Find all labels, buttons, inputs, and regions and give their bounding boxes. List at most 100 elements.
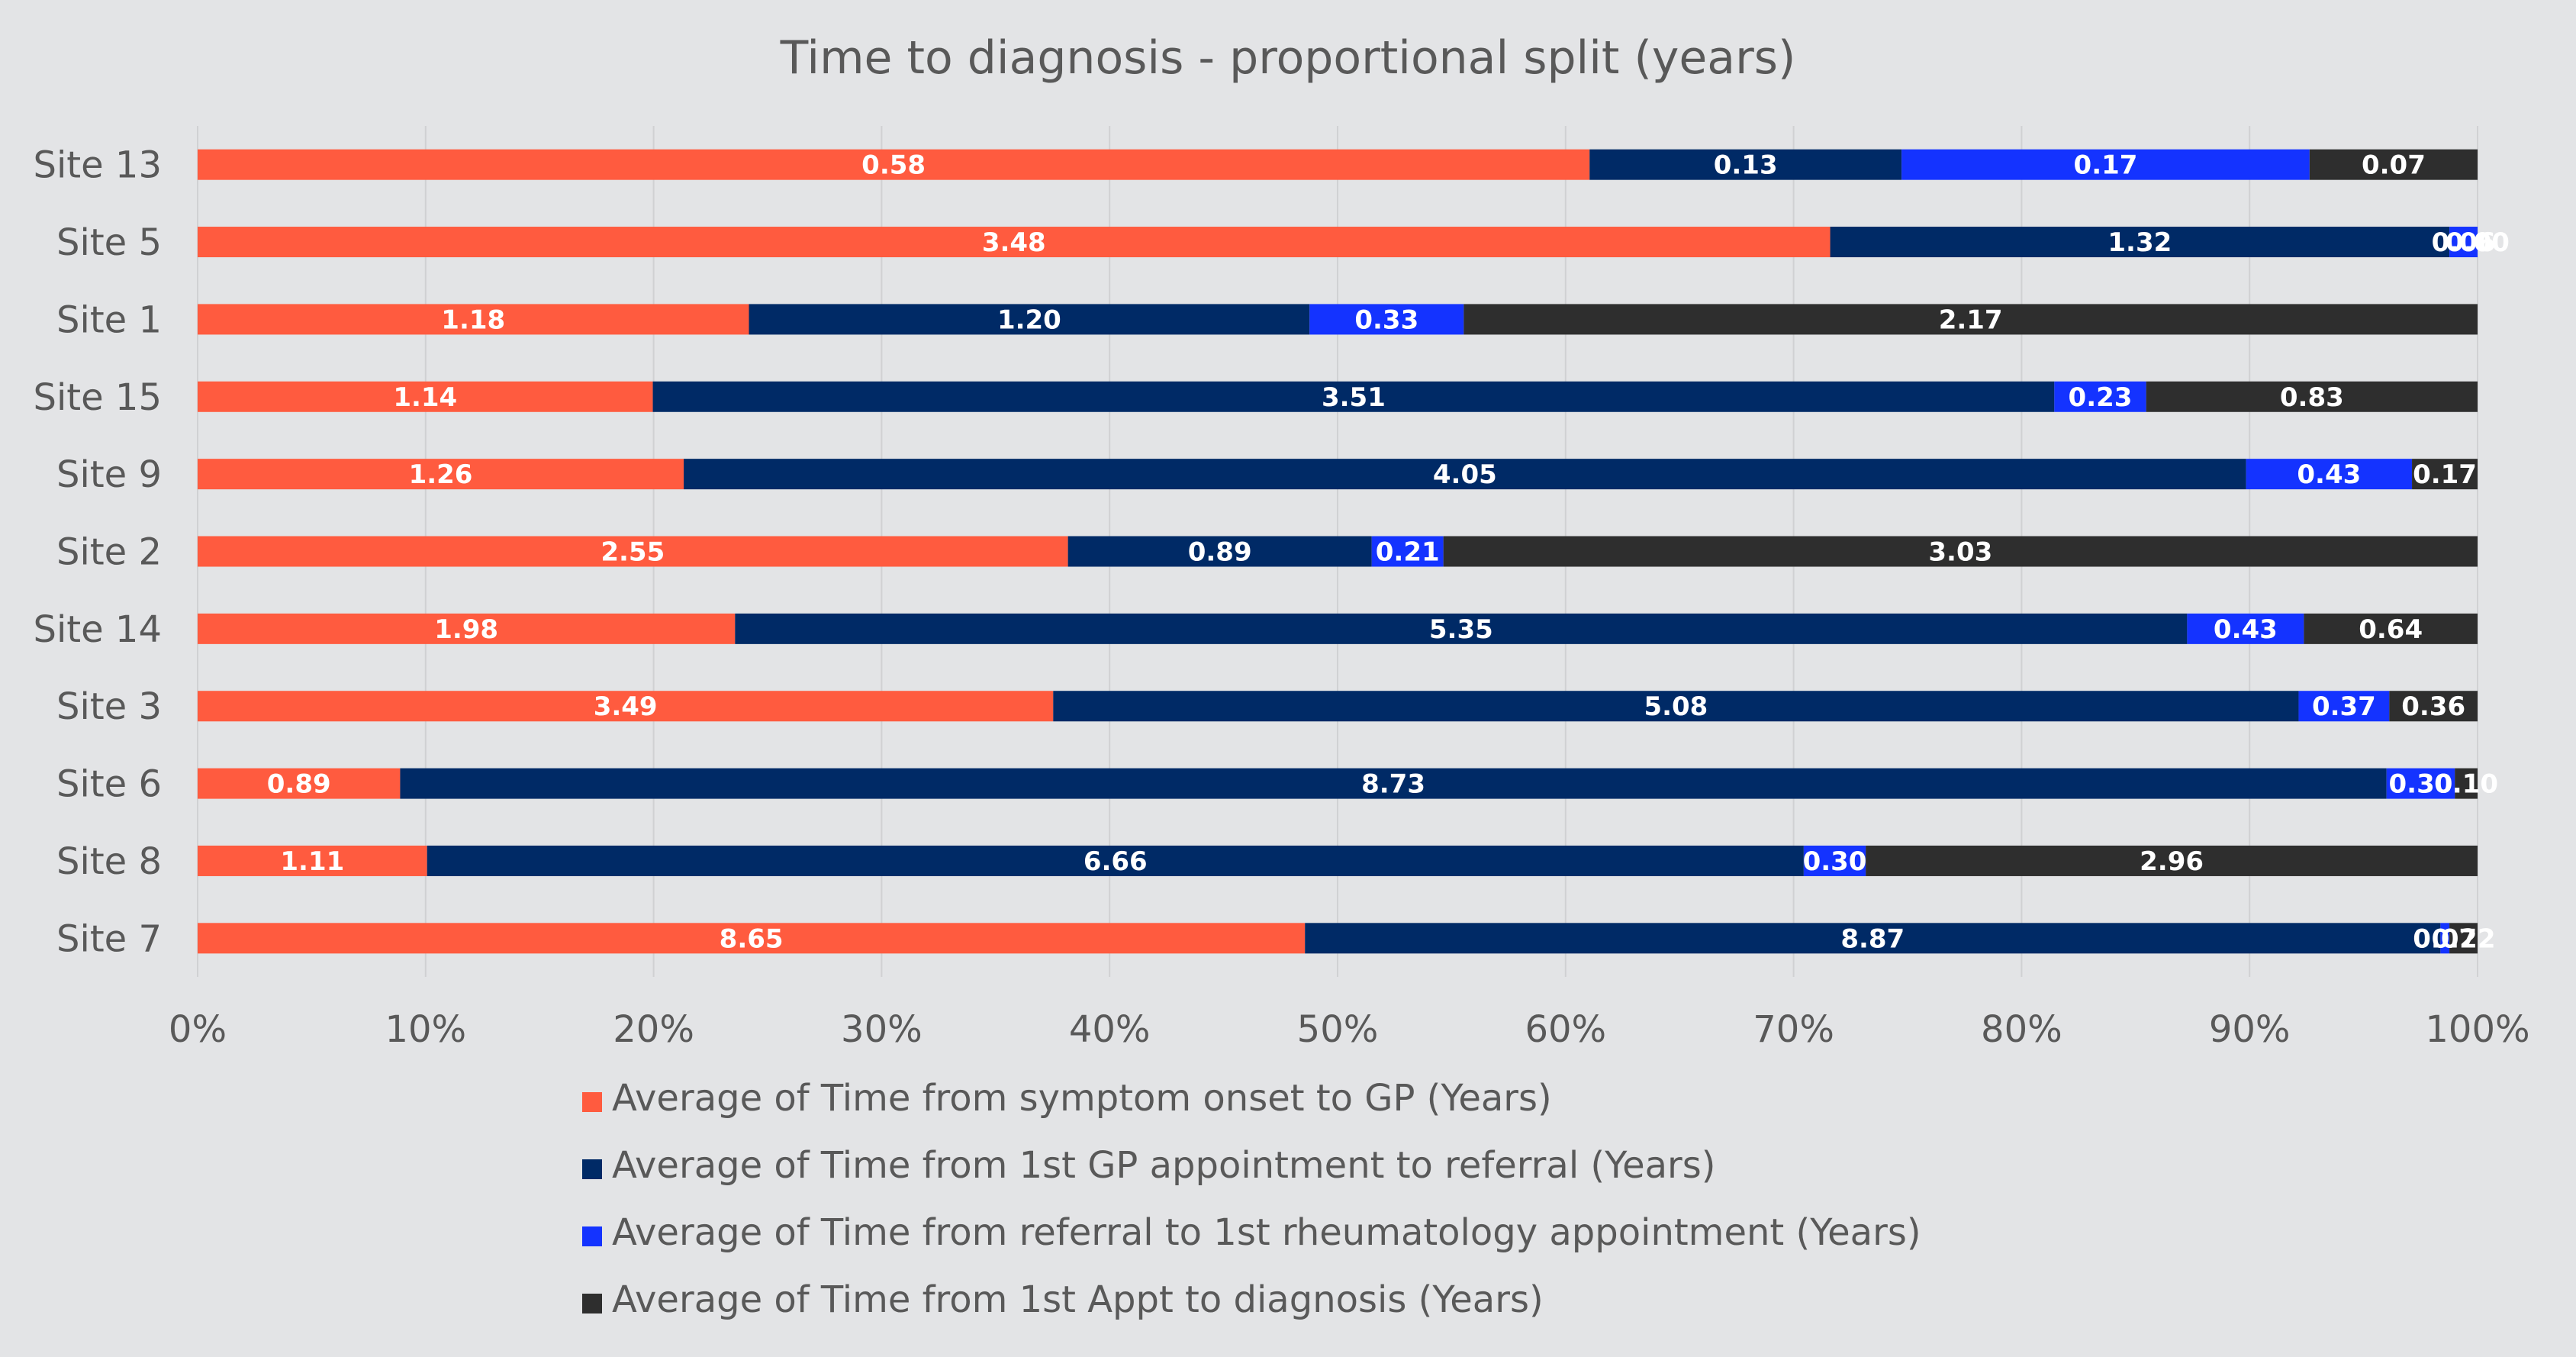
bar-segment [198, 923, 1306, 954]
bar-segment [1866, 845, 2478, 876]
bar-segment [2246, 459, 2413, 490]
legend-entry: Average of Time from 1st GP appointment … [612, 1144, 1716, 1187]
bar-segment [198, 691, 1054, 722]
value-axis: 0% 10% 20% 30% 40% 50% 60% 70% 80% 90% 100% [169, 1008, 2530, 1051]
bar-segment [2412, 459, 2478, 490]
bar-segment [427, 845, 1804, 876]
bar-segment [198, 149, 1590, 180]
data-label: 1.26 [409, 459, 473, 490]
data-label: 0.10 [2434, 769, 2498, 800]
x-tick-label: 10% [385, 1008, 466, 1051]
data-label: 0.17 [2413, 459, 2477, 490]
data-label: 0.37 [2312, 691, 2376, 722]
bar-segment [2449, 923, 2478, 954]
bar-segment [2455, 768, 2478, 799]
data-label: 0.43 [2297, 459, 2361, 490]
category-label: Site 14 [34, 608, 163, 651]
data-label: 0.43 [2214, 614, 2278, 645]
bar-segment [1830, 227, 2450, 258]
legend-swatch [582, 1294, 602, 1313]
x-tick-label: 60% [1525, 1008, 1606, 1051]
bar-segment [2309, 149, 2478, 180]
bars [198, 149, 2478, 954]
legend-entry: Average of Time from symptom onset to GP… [612, 1077, 1552, 1120]
data-label: 2.17 [1939, 305, 2003, 335]
bar-segment [2187, 613, 2304, 644]
data-label: 4.05 [1433, 459, 1497, 490]
category-label: Site 7 [56, 917, 162, 960]
x-tick-label: 80% [1981, 1008, 2062, 1051]
data-label: 1.32 [2107, 227, 2172, 258]
bar-segment [198, 613, 736, 644]
data-label: 2.96 [2140, 846, 2204, 877]
data-label: 0.21 [1376, 537, 1440, 568]
chart-title: Time to diagnosis - proportional split (… [780, 31, 1796, 85]
data-label: 0.00 [2446, 227, 2510, 258]
data-label: 8.65 [720, 923, 784, 954]
data-label: 8.73 [1361, 769, 1425, 800]
bar-segment [735, 613, 2188, 644]
bar-segment [749, 304, 1310, 335]
category-axis: Site 13 Site 5 Site 1 Site 15 Site 9 Site 2 Si… [34, 144, 163, 961]
data-label: 3.03 [1928, 537, 1992, 568]
data-label: 0.07 [2413, 923, 2477, 954]
data-labels: 0.58 0.13 0.17 0.07 3.48 1.32 0.060.00 1.18 1.20… [267, 150, 2510, 955]
x-tick-label: 30% [841, 1008, 923, 1051]
data-label: 0.64 [2359, 614, 2423, 645]
data-label: 0.36 [2401, 691, 2465, 722]
data-label: 0.23 [2069, 382, 2133, 413]
bar-segment [1463, 304, 2478, 335]
bar-segment [1443, 536, 2478, 567]
bar-segment [2054, 381, 2146, 412]
data-label: 0.06 [2432, 227, 2496, 258]
data-label: 6.66 [1084, 846, 1148, 877]
bar-segment [1067, 536, 1372, 567]
data-label: 0.83 [2280, 382, 2344, 413]
legend-swatch [582, 1159, 602, 1179]
bar-segment [652, 381, 2055, 412]
x-tick-label: 90% [2209, 1008, 2291, 1051]
bar-segment [1589, 149, 1902, 180]
bar-segment [198, 304, 749, 335]
data-label: 0.22 [2432, 923, 2496, 954]
data-label: 0.07 [2362, 150, 2426, 181]
category-label: Site 13 [34, 144, 163, 187]
legend-entry: Average of Time from 1st Appt to diagnos… [612, 1278, 1544, 1321]
data-label: 8.87 [1840, 923, 1905, 954]
data-label: 1.11 [280, 846, 344, 877]
bar-segment [2304, 613, 2478, 644]
bar-segment [1053, 691, 2299, 722]
data-label: 3.49 [594, 691, 658, 722]
data-label: 3.48 [982, 227, 1046, 258]
data-label: 0.58 [861, 150, 926, 181]
bar-segment [2386, 768, 2455, 799]
data-label: 1.18 [441, 305, 505, 335]
category-label: Site 5 [56, 221, 162, 264]
legend: Average of Time from symptom onset to GP… [582, 1077, 1921, 1321]
bar-segment [2298, 691, 2390, 722]
bar-segment [1309, 304, 1464, 335]
x-tick-label: 40% [1069, 1008, 1151, 1051]
data-label: 1.98 [434, 614, 498, 645]
x-tick-label: 0% [169, 1008, 227, 1051]
bar-segment [684, 459, 2246, 490]
legend-swatch [582, 1226, 602, 1246]
data-label: 1.20 [997, 305, 1061, 335]
x-tick-label: 20% [613, 1008, 694, 1051]
bar-segment [1371, 536, 1444, 567]
data-label: 1.14 [393, 382, 457, 413]
bar-segment [2449, 227, 2478, 258]
bar-segment [198, 459, 684, 490]
data-label: 5.08 [1644, 691, 1708, 722]
category-label: Site 8 [56, 840, 162, 883]
bar-segment [2389, 691, 2478, 722]
bar-segment [198, 381, 653, 412]
data-label: 0.30 [1803, 846, 1867, 877]
category-label: Site 1 [56, 298, 162, 341]
category-label: Site 15 [34, 376, 163, 419]
bar-segment [198, 768, 401, 799]
bar-segment [1901, 149, 2310, 180]
category-label: Site 2 [56, 531, 162, 574]
bar-segment [198, 227, 1831, 258]
